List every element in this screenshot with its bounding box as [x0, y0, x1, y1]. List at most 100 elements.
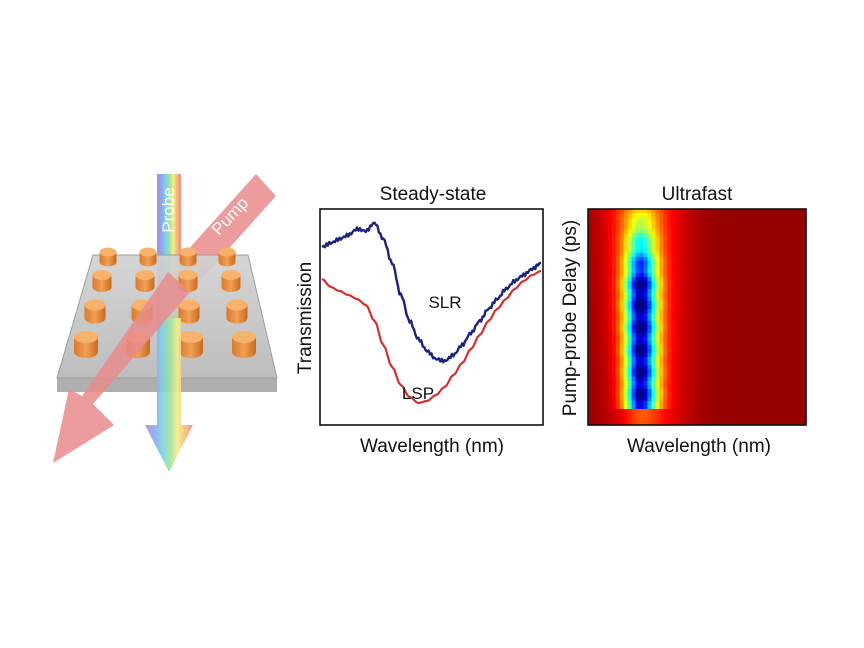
heatmap-cell: [671, 285, 676, 290]
heatmap-cell: [774, 333, 779, 338]
heatmap-cell: [718, 265, 724, 270]
heatmap-cell: [591, 209, 597, 214]
heatmap-cell: [706, 309, 712, 314]
heatmap-cell: [663, 317, 668, 322]
heatmap-cell: [631, 309, 637, 314]
heatmap-cell: [611, 417, 617, 422]
heatmap-cell: [639, 261, 645, 266]
heatmap-cell: [679, 357, 684, 362]
heatmap-cell: [718, 293, 724, 298]
heatmap-cell: [639, 313, 645, 318]
ultrafast-panel: Ultrafast Pump-probe Delay (ps) Waveleng…: [560, 184, 807, 457]
heatmap-cell: [647, 281, 653, 286]
heatmap-cell: [687, 233, 692, 238]
heatmap-cell: [738, 257, 744, 262]
heatmap-cell: [790, 265, 795, 270]
heatmap-cell: [766, 337, 771, 342]
heatmap-cell: [786, 281, 791, 286]
heatmap-cell: [631, 225, 637, 230]
heatmap-cell: [667, 209, 672, 214]
heatmap-cell: [742, 297, 748, 302]
heatmap-cell: [698, 349, 704, 354]
heatmap-cell: [671, 389, 676, 394]
heatmap-cell: [588, 333, 593, 338]
heatmap-cell: [691, 261, 696, 266]
heatmap-cell: [679, 341, 684, 346]
heatmap-cell: [710, 269, 716, 274]
heatmap-cell: [794, 365, 799, 370]
heatmap-cell: [762, 421, 767, 426]
heatmap-cell: [659, 269, 664, 274]
heatmap-cell: [714, 313, 720, 318]
heatmap-cell: [675, 341, 680, 346]
heatmap-cell: [746, 269, 752, 274]
heatmap-cell: [647, 245, 653, 250]
heatmap-cell: [603, 261, 609, 266]
heatmap-cell: [663, 373, 668, 378]
heatmap-cell: [695, 265, 700, 270]
heatmap-cell: [706, 417, 712, 422]
heatmap-cell: [588, 353, 593, 358]
heatmap-cell: [623, 397, 629, 402]
heatmap-cell: [742, 245, 748, 250]
heatmap-cell: [710, 389, 716, 394]
heatmap-cell: [667, 349, 672, 354]
heatmap-cell: [738, 281, 744, 286]
heatmap-cell: [679, 233, 684, 238]
heatmap-cell: [603, 349, 609, 354]
heatmap-cell: [695, 213, 700, 218]
heatmap-cell: [655, 277, 660, 282]
heatmap-cell: [798, 213, 803, 218]
heatmap-cell: [794, 261, 799, 266]
heatmap-cell: [770, 413, 775, 418]
heatmap-cell: [591, 309, 597, 314]
heatmap-cell: [647, 241, 653, 246]
heatmap-cell: [766, 409, 771, 414]
heatmap-cell: [786, 393, 791, 398]
heatmap-cell: [766, 377, 771, 382]
heatmap-cell: [619, 401, 625, 406]
heatmap-cell: [679, 373, 684, 378]
heatmap-cell: [691, 253, 696, 258]
heatmap-cell: [742, 385, 748, 390]
heatmap-cell: [762, 253, 767, 258]
heatmap-cell: [619, 337, 625, 342]
heatmap-cell: [718, 389, 724, 394]
heatmap-cell: [659, 297, 664, 302]
heatmap-cell: [702, 229, 708, 234]
heatmap-cell: [718, 397, 724, 402]
heatmap-cell: [742, 221, 748, 226]
heatmap-cell: [742, 393, 748, 398]
heatmap-cell: [726, 245, 732, 250]
heatmap-cell: [770, 405, 775, 410]
heatmap-cell: [667, 357, 672, 362]
heatmap-cell: [647, 321, 653, 326]
heatmap-cell: [695, 297, 700, 302]
heatmap-cell: [774, 317, 779, 322]
heatmap-cell: [782, 421, 787, 426]
heatmap-cell: [794, 301, 799, 306]
heatmap-cell: [702, 345, 708, 350]
heatmap-cell: [627, 413, 633, 418]
heatmap-cell: [798, 349, 803, 354]
heatmap-cell: [651, 297, 656, 302]
heatmap-cell: [647, 385, 653, 390]
heatmap-cell: [603, 421, 609, 426]
heatmap-cell: [619, 249, 625, 254]
heatmap-cell: [698, 237, 704, 242]
heatmap-cell: [758, 313, 763, 318]
heatmap-cell: [655, 257, 660, 262]
steady-state-plot-frame: [319, 208, 544, 426]
heatmap-cell: [687, 357, 692, 362]
heatmap-cell: [786, 317, 791, 322]
heatmap-cell: [770, 281, 775, 286]
heatmap-cell: [746, 413, 752, 418]
heatmap-cell: [706, 209, 712, 214]
heatmap-cell: [655, 313, 660, 318]
heatmap-cell: [639, 281, 645, 286]
heatmap-cell: [726, 365, 732, 370]
heatmap-cell: [782, 249, 787, 254]
heatmap-cell: [691, 213, 696, 218]
heatmap-cell: [627, 337, 633, 342]
heatmap-cell: [627, 401, 633, 406]
